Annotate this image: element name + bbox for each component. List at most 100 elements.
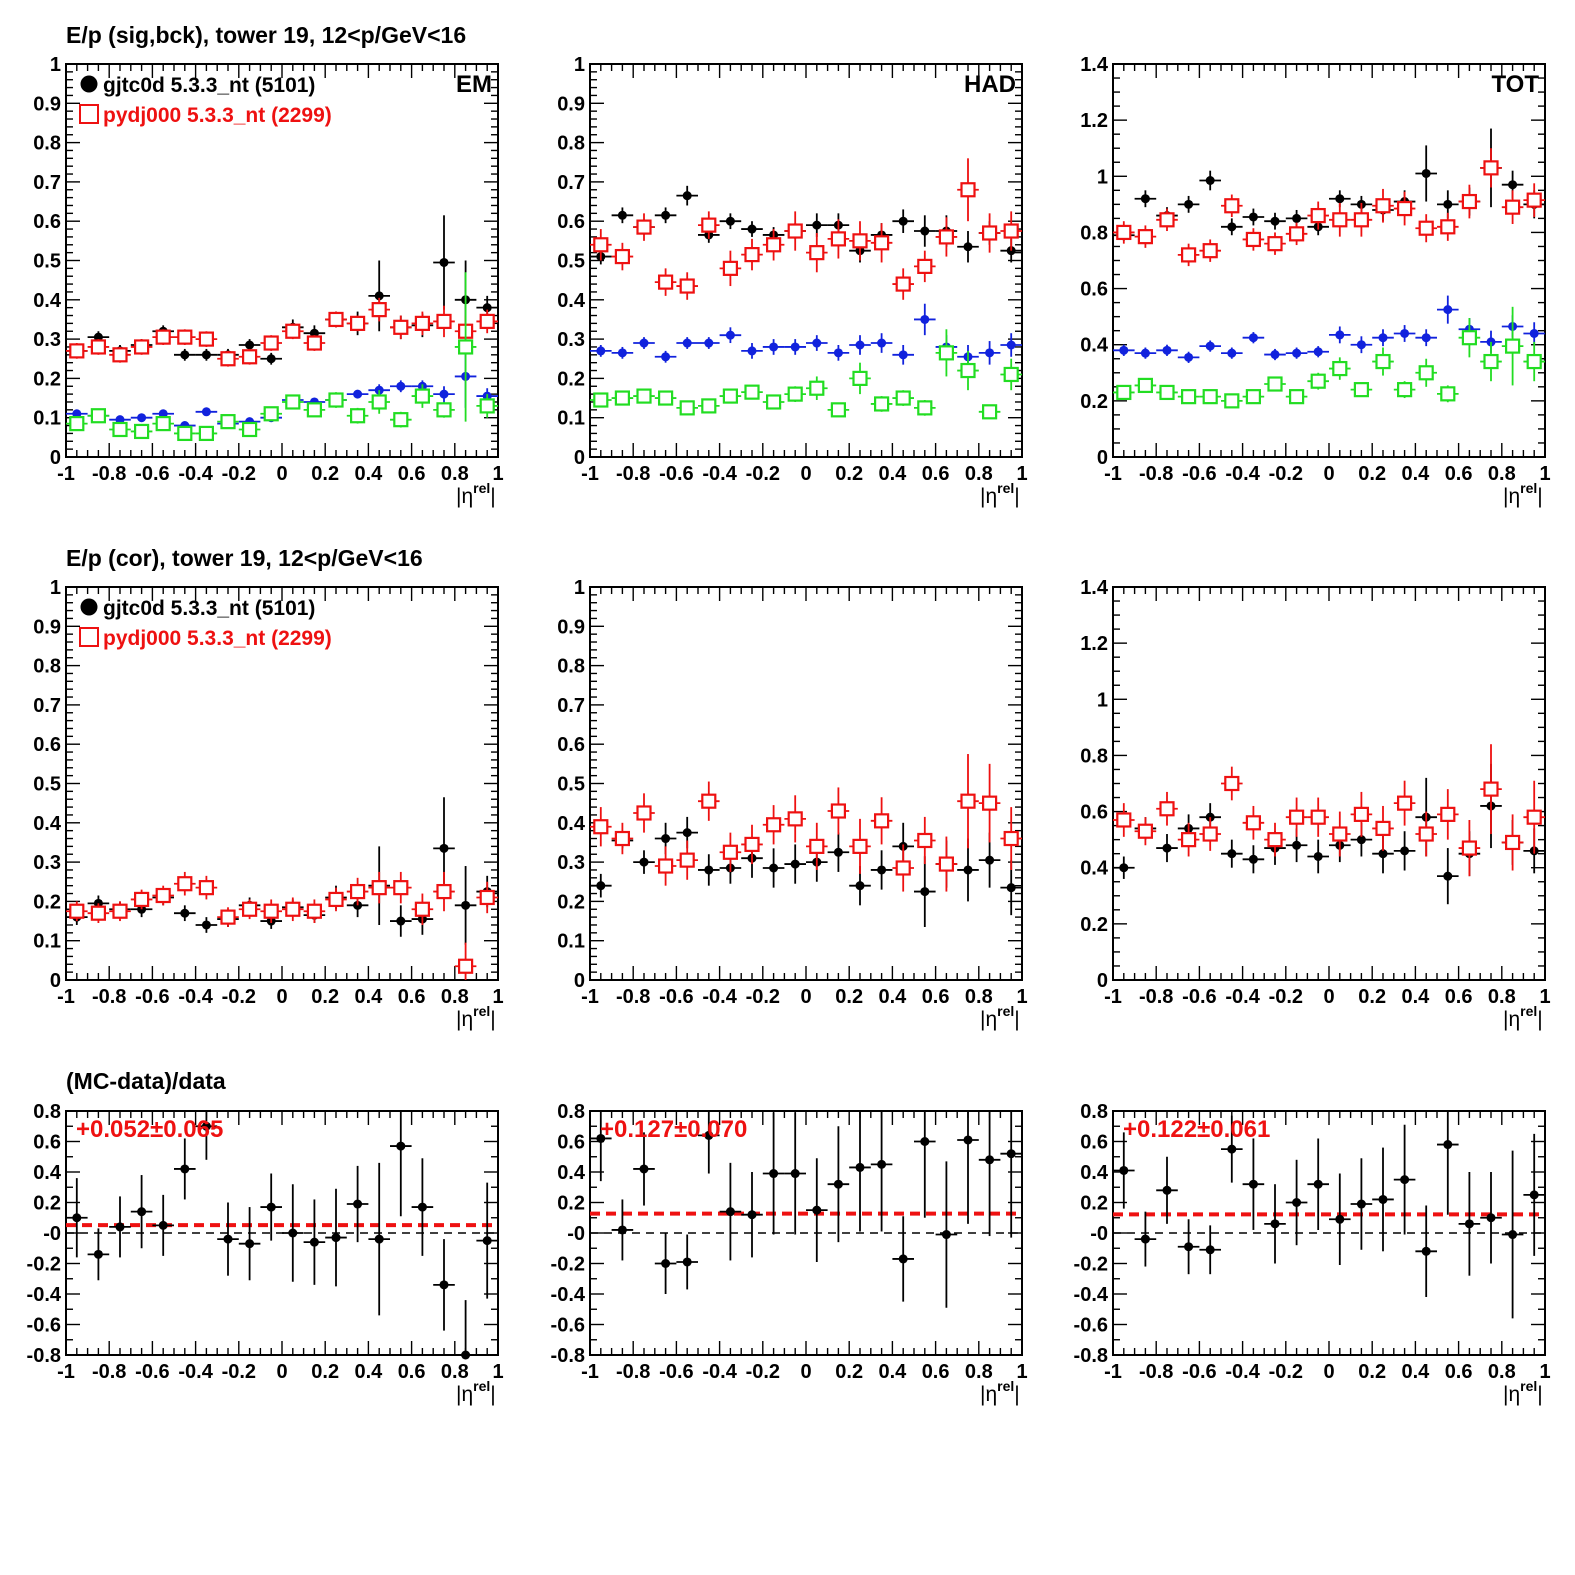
point-marker-mc [636, 805, 652, 821]
point-marker-data [1248, 1179, 1258, 1189]
point-marker-data [461, 900, 471, 910]
chart-panel-8: -1 -0.8 -0.6 -0.4 -0.2 0 0.2 0.4 0.6 0.8 1|ηrel|-0… [1074, 1101, 1551, 1406]
x-tick-label: -0.4 [702, 986, 737, 1008]
x-tick-label: 1 [1539, 463, 1550, 485]
point-marker-bck [852, 370, 868, 386]
x-axis-label: |ηrel| [980, 1003, 1020, 1031]
point-marker-mc [1526, 809, 1542, 825]
x-tick-label: -0.4 [1225, 463, 1260, 485]
x-tick-label: 0.2 [311, 986, 339, 1008]
y-tick-label: 0.5 [557, 251, 585, 273]
point-marker-mc [657, 858, 674, 874]
x-tick-label: -1 [57, 1361, 75, 1383]
row-title-cor: E/p (cor), tower 19, 12<p/GeV<16 [66, 545, 423, 571]
x-tick-label: -0.6 [135, 1361, 169, 1383]
point-marker-mc [198, 880, 214, 896]
point-marker-mc [306, 903, 322, 919]
point-marker-mc [1180, 247, 1197, 263]
point-marker-mc [679, 852, 695, 868]
row-title-sig-bck: E/p (sig,bck), tower 19, 12<p/GeV<16 [66, 22, 467, 48]
legend-data-marker [80, 598, 98, 616]
x-tick-label: 0.8 [441, 986, 469, 1008]
point-marker-data [1270, 1219, 1280, 1229]
point-marker-data [1400, 846, 1410, 856]
point-marker-mc [981, 225, 998, 241]
point-marker-mc [1137, 229, 1154, 245]
point-marker-mc [1137, 823, 1154, 839]
x-tick-label: 0 [800, 1361, 811, 1383]
x-tick-label: 0.2 [835, 463, 863, 485]
y-tick-label: 0.4 [557, 290, 586, 312]
point-marker-mc [1440, 219, 1456, 235]
y-tick-label: 1 [50, 54, 61, 76]
point-marker-bck [198, 425, 214, 442]
point-marker-bck [938, 345, 955, 361]
point-marker-mc [1483, 781, 1499, 797]
point-marker-mc [134, 891, 150, 908]
point-marker-sig [985, 348, 995, 358]
point-marker-sig [898, 350, 908, 360]
y-tick-label: 0.3 [557, 852, 585, 874]
point-marker-bck [479, 398, 495, 414]
x-tick-label: -0.2 [1269, 463, 1303, 485]
chart-panel-6: -1 -0.8 -0.6 -0.4 -0.2 0 0.2 0.4 0.6 0.8 1|ηrel|-0… [27, 1101, 504, 1406]
point-marker-data [769, 863, 779, 873]
point-marker-mc [220, 909, 236, 925]
point-marker-sig [682, 338, 692, 348]
x-tick-label: -0.4 [178, 986, 213, 1008]
point-marker-mc [722, 844, 739, 860]
x-tick-label: -1 [57, 463, 75, 485]
x-tick-label: -1 [1104, 986, 1122, 1008]
point-marker-bck [981, 404, 998, 420]
x-tick-label: -0.2 [1269, 1361, 1303, 1383]
y-tick-label: -0.8 [27, 1345, 61, 1367]
point-marker-mc [242, 349, 258, 365]
x-tick-label: 0.4 [878, 463, 907, 485]
point-marker-data [661, 210, 671, 220]
point-marker-data [1205, 1245, 1215, 1255]
point-marker-mc [1224, 775, 1240, 792]
x-tick-label: 1 [492, 1361, 503, 1383]
point-marker-data [877, 865, 887, 875]
x-tick-label: -0.4 [1225, 1361, 1260, 1383]
y-tick-label: -0.2 [1074, 1254, 1108, 1276]
x-tick-label: 0.8 [965, 986, 993, 1008]
legend-data-label: gjtc0d 5.3.3_nt (5101) [103, 74, 315, 97]
point-marker-bck [636, 388, 652, 404]
x-tick-label: -0.2 [222, 1361, 256, 1383]
point-marker-mc [744, 247, 760, 263]
point-marker-sig [1248, 333, 1258, 343]
point-marker-sig [596, 346, 606, 356]
x-tick-label: 0.6 [1445, 463, 1473, 485]
point-marker-bck [155, 415, 171, 432]
point-marker-bck [1353, 382, 1370, 398]
point-marker-mc [177, 329, 193, 345]
x-tick-label: 0.6 [922, 1361, 950, 1383]
point-marker-mc [328, 891, 344, 908]
x-tick-label: -0.8 [1139, 1361, 1173, 1383]
point-marker-mc [155, 887, 171, 904]
point-marker-data [704, 1130, 714, 1140]
point-marker-data [1248, 212, 1258, 222]
point-marker-data [1464, 1219, 1474, 1229]
point-marker-data [245, 340, 255, 350]
x-tick-label: -0.8 [92, 986, 126, 1008]
y-tick-label: 0.8 [1080, 745, 1108, 767]
point-marker-bck [90, 408, 107, 424]
point-marker-bck [895, 390, 911, 406]
point-marker-mc [1440, 806, 1456, 822]
point-marker-bck [1202, 389, 1218, 405]
point-marker-mc [350, 315, 366, 331]
point-marker-mc [1504, 834, 1521, 851]
point-marker-bck [1461, 330, 1478, 346]
point-marker-data [661, 834, 671, 844]
x-tick-label: 1 [492, 986, 503, 1008]
point-marker-mc [198, 331, 214, 347]
point-marker-mc [414, 901, 430, 917]
point-marker-bck [242, 421, 258, 438]
point-marker-mc [1461, 193, 1478, 210]
x-tick-label: -1 [57, 986, 75, 1008]
corner-label: EM [456, 71, 492, 98]
point-marker-sig [1335, 330, 1345, 340]
point-marker-data [1335, 1214, 1345, 1224]
